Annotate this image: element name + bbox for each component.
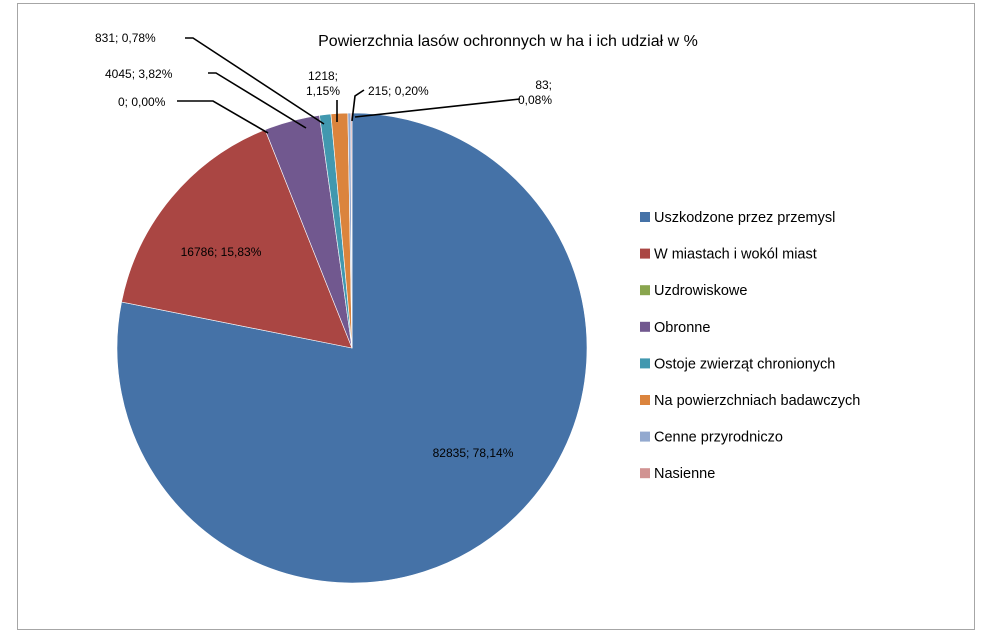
legend-swatch	[640, 321, 650, 332]
legend-swatch	[640, 358, 650, 369]
legend-item-nasienne: Nasienne	[640, 466, 715, 482]
legend-swatch	[640, 431, 650, 442]
legend-label: W miastach i wokól miast	[654, 247, 817, 263]
data-label-na-powierzchniach-badawczych: 1218; 1,15%	[306, 69, 340, 98]
leader-lines	[177, 37, 521, 134]
legend-label: Ostoje zwierząt chronionych	[654, 356, 835, 372]
pie-slice-w-miastach-i-wokol-miast	[121, 129, 353, 349]
legend-swatch	[640, 285, 650, 296]
legend-swatch	[640, 468, 650, 479]
legend-swatch	[640, 395, 650, 405]
data-label-obronne: 4045; 3,82%	[105, 67, 173, 81]
leader-line-ostoje-zwierzat-chronionych	[185, 37, 325, 125]
legend: Uszkodzone przez przemysl W miastach i wo…	[640, 210, 860, 482]
legend-label: Uzdrowiskowe	[654, 283, 747, 299]
legend-item-cenne-przyrodniczo: Cenne przyrodniczo	[640, 430, 783, 446]
chart-title: Powierzchnia lasów ochronnych w ha i ich…	[318, 33, 698, 50]
legend-label: Na powierzchniach badawczych	[654, 393, 860, 409]
legend-label: Nasienne	[654, 466, 715, 482]
legend-item-w-miastach-i-wokol-miast: W miastach i wokól miast	[640, 247, 817, 263]
leader-line-obronne	[208, 72, 307, 129]
legend-item-ostoje-zwierzat-chronionych: Ostoje zwierząt chronionych	[640, 356, 835, 372]
data-label-nasienne: 83; 0,08%	[518, 78, 552, 107]
legend-label: Obronne	[654, 320, 710, 336]
data-label-ostoje-zwierzat-chronionych: 831; 0,78%	[95, 31, 156, 45]
legend-label: Uszkodzone przez przemysl	[654, 210, 835, 226]
pie-slice-nasienne	[350, 112, 353, 349]
legend-item-uszkodzone-przez-przemysl: Uszkodzone przez przemysl	[640, 210, 835, 226]
data-label-uszkodzone-przez-przemysl: 82835; 78,14%	[433, 446, 514, 460]
legend-swatch	[640, 212, 650, 222]
leader-line-cenne-przyrodniczo	[351, 89, 365, 122]
data-label-uzdrowiskowe: 0; 0,00%	[118, 95, 166, 109]
legend-swatch	[640, 248, 650, 259]
legend-item-na-powierzchniach-badawczych: Na powierzchniach badawczych	[640, 393, 860, 409]
pie-slices	[116, 112, 588, 584]
data-label-w-miastach-i-wokol-miast: 16786; 15,83%	[181, 245, 262, 259]
legend-item-uzdrowiskowe: Uzdrowiskowe	[640, 283, 747, 299]
leader-line-nasienne	[354, 98, 521, 118]
leader-line-uzdrowiskowe	[177, 100, 269, 134]
data-labels: 82835; 78,14% 16786; 15,83% 0; 0,00% 4045; …	[95, 31, 552, 460]
legend-item-obronne: Obronne	[640, 320, 710, 336]
data-label-cenne-przyrodniczo: 215; 0,20%	[368, 84, 429, 98]
legend-label: Cenne przyrodniczo	[654, 430, 783, 446]
